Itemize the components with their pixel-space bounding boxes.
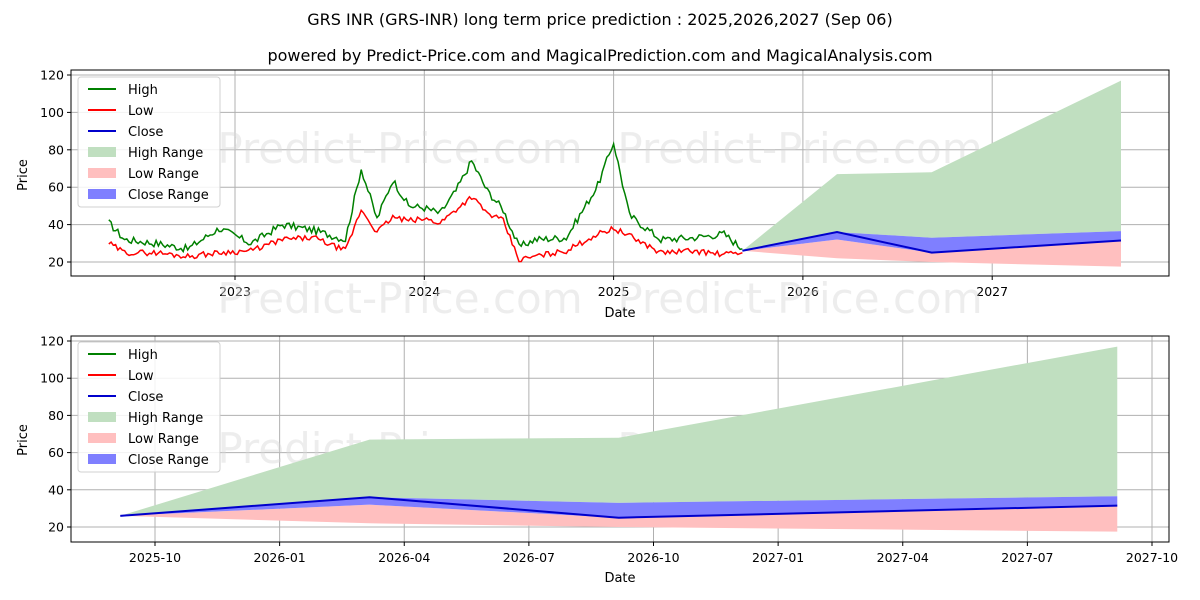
- x-tick-label: 2024: [408, 284, 440, 299]
- x-tick-label: 2025-10: [129, 550, 181, 565]
- y-tick-label: 80: [48, 142, 64, 157]
- legend-swatch-patch: [88, 189, 116, 199]
- x-tick-label: 2026: [787, 284, 819, 299]
- legend-label: Close Range: [128, 188, 209, 203]
- legend-label: High: [128, 348, 158, 363]
- y-tick-label: 120: [40, 334, 64, 349]
- x-tick-label: 2027-07: [1001, 550, 1053, 565]
- legend-label: Low Range: [128, 167, 199, 182]
- y-tick-label: 100: [40, 105, 64, 120]
- watermark-text: Predict-Price.com: [217, 274, 582, 323]
- legend-label: Close: [128, 125, 163, 140]
- low-line: [108, 195, 743, 263]
- y-tick-label: 20: [48, 520, 64, 535]
- close-range-area: [120, 496, 1118, 518]
- historical-series: [108, 141, 743, 263]
- legend-swatch-patch: [88, 454, 116, 464]
- legend-swatch-patch: [88, 168, 116, 178]
- y-axis-label: Price: [16, 159, 31, 191]
- x-tick-label: 2025: [598, 284, 630, 299]
- x-tick-label: 2026-01: [254, 550, 306, 565]
- y-tick-label: 100: [40, 371, 64, 386]
- y-axis-label: Price: [16, 424, 31, 456]
- x-tick-label: 2027: [976, 284, 1008, 299]
- chart-title: GRS INR (GRS-INR) long term price predic…: [307, 10, 893, 29]
- x-tick-label: 2026-10: [627, 550, 679, 565]
- y-tick-label: 60: [48, 445, 64, 460]
- x-tick-label: 2026-07: [503, 550, 555, 565]
- y-tick-label: 20: [48, 255, 64, 270]
- legend: High Low Close High Range Low Range Close Ran…: [77, 76, 221, 208]
- y-tick-label: 40: [48, 482, 64, 497]
- axes-frame: [70, 69, 1170, 277]
- high-range-area: [742, 80, 1121, 251]
- high-line: [108, 141, 743, 254]
- legend-label: High Range: [128, 411, 203, 426]
- y-tick-label: 80: [48, 408, 64, 423]
- legend-label: Low: [128, 104, 154, 119]
- chart-subtitle: powered by Predict-Price.com and Magical…: [267, 46, 933, 65]
- legend-swatch-patch: [88, 412, 116, 422]
- legend-label: Close Range: [128, 453, 209, 468]
- y-tick-label: 40: [48, 217, 64, 232]
- legend-label: High Range: [128, 146, 203, 161]
- x-tick-label: 2026-04: [378, 550, 430, 565]
- x-tick-label: 2027-01: [752, 550, 804, 565]
- watermark-text: Predict-Price.com: [617, 274, 982, 323]
- bottom-chart: 20 40 60 80 100 120 2025-10 2026-01 2026-04 2026-…: [16, 334, 1178, 587]
- x-tick-label: 2027-10: [1126, 550, 1178, 565]
- y-tick-label: 60: [48, 180, 64, 195]
- legend-swatch-patch: [88, 147, 116, 157]
- x-axis-label: Date: [604, 306, 635, 321]
- legend-label: Low Range: [128, 432, 199, 447]
- axes-frame: [70, 335, 1170, 543]
- close-range-area: [742, 231, 1121, 253]
- legend: High Low Close High Range Low Range Close Ran…: [77, 341, 221, 473]
- x-tick-label: 2023: [219, 284, 251, 299]
- close-line: [120, 496, 1118, 519]
- y-tick-label: 120: [40, 68, 64, 83]
- high-range-area: [120, 346, 1118, 516]
- legend-label: High: [128, 83, 158, 98]
- legend-swatch-patch: [88, 433, 116, 443]
- x-tick-label: 2027-04: [877, 550, 929, 565]
- legend-label: Close: [128, 390, 163, 405]
- legend-label: Low: [128, 369, 154, 384]
- watermark-text: Predict-Price.com: [217, 124, 582, 173]
- watermark-text: Predict-Price.com: [617, 124, 982, 173]
- x-axis-label: Date: [604, 571, 635, 586]
- close-line: [742, 231, 1122, 254]
